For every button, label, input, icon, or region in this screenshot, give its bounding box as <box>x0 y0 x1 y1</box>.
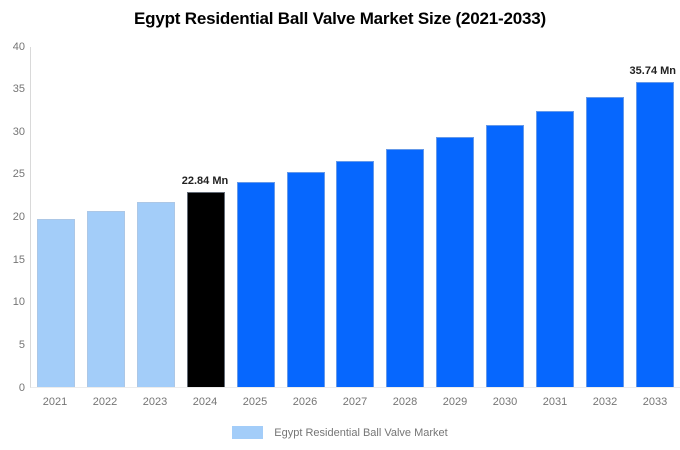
bar-band <box>31 47 81 387</box>
bar-2026[interactable] <box>286 171 325 387</box>
chart-title: Egypt Residential Ball Valve Market Size… <box>134 9 546 28</box>
bar-2029[interactable] <box>436 137 475 387</box>
bar-2032[interactable] <box>586 97 625 387</box>
x-axis: 2021 2022 2023 2024 2025 2026 2027 2028 2029 2030… <box>30 396 680 408</box>
bar-band <box>480 47 530 387</box>
x-tick-label: 2032 <box>592 396 618 408</box>
y-tick-label: 15 <box>12 253 25 266</box>
bar-band <box>81 47 131 387</box>
bar-2031[interactable] <box>536 111 575 387</box>
bar-2030[interactable] <box>486 124 525 387</box>
y-tick-label: 30 <box>12 125 25 138</box>
bar-2028[interactable] <box>386 149 425 387</box>
bar-band <box>281 47 331 387</box>
x-tick-label: 2026 <box>292 396 318 408</box>
bar-band <box>630 47 680 387</box>
x-tick-label: 2029 <box>442 396 468 408</box>
bar-2024[interactable] <box>186 192 225 387</box>
bar-band <box>580 47 630 387</box>
x-tick-label: 2024 <box>192 396 218 408</box>
y-tick-label: 35 <box>12 83 25 96</box>
y-tick-label: 20 <box>12 211 25 223</box>
legend[interactable]: Egypt Residential Ball Valve Market <box>0 426 680 439</box>
bar-2027[interactable] <box>336 160 375 387</box>
y-tick-label: 0 <box>18 381 25 394</box>
bar-band <box>181 47 231 387</box>
y-tick-label: 5 <box>18 338 25 351</box>
y-tick-label: 40 <box>12 40 25 53</box>
bar-2023[interactable] <box>136 201 175 387</box>
legend-swatch-icon <box>232 426 264 439</box>
bar-2022[interactable] <box>86 210 125 387</box>
y-tick-label: 10 <box>12 296 25 309</box>
x-tick-label: 2033 <box>642 396 668 408</box>
bar-series <box>31 47 680 387</box>
bar-band <box>331 47 381 387</box>
bar-band <box>430 47 480 387</box>
x-tick-label: 2027 <box>342 396 368 408</box>
bar-band <box>530 47 580 387</box>
bar-band <box>131 47 181 387</box>
value-label-2033: 35.74 Mn <box>629 65 676 78</box>
x-tick-label: 2021 <box>42 396 68 408</box>
value-label-2024: 22.84 Mn <box>181 175 229 188</box>
x-tick-label: 2025 <box>242 396 268 408</box>
bar-band <box>380 47 430 387</box>
y-tick-label: 25 <box>12 168 25 181</box>
x-tick-label: 2028 <box>392 396 418 408</box>
legend-label: Egypt Residential Ball Valve Market <box>274 426 448 439</box>
x-tick-label: 2022 <box>92 396 118 408</box>
bar-2025[interactable] <box>236 182 275 387</box>
bar-2021[interactable] <box>36 219 75 387</box>
plot-area <box>30 47 680 388</box>
bar-band <box>231 47 281 387</box>
x-tick-label: 2031 <box>542 396 568 408</box>
x-tick-label: 2030 <box>492 396 518 408</box>
bar-2033[interactable] <box>636 82 675 387</box>
x-tick-label: 2023 <box>142 396 168 408</box>
